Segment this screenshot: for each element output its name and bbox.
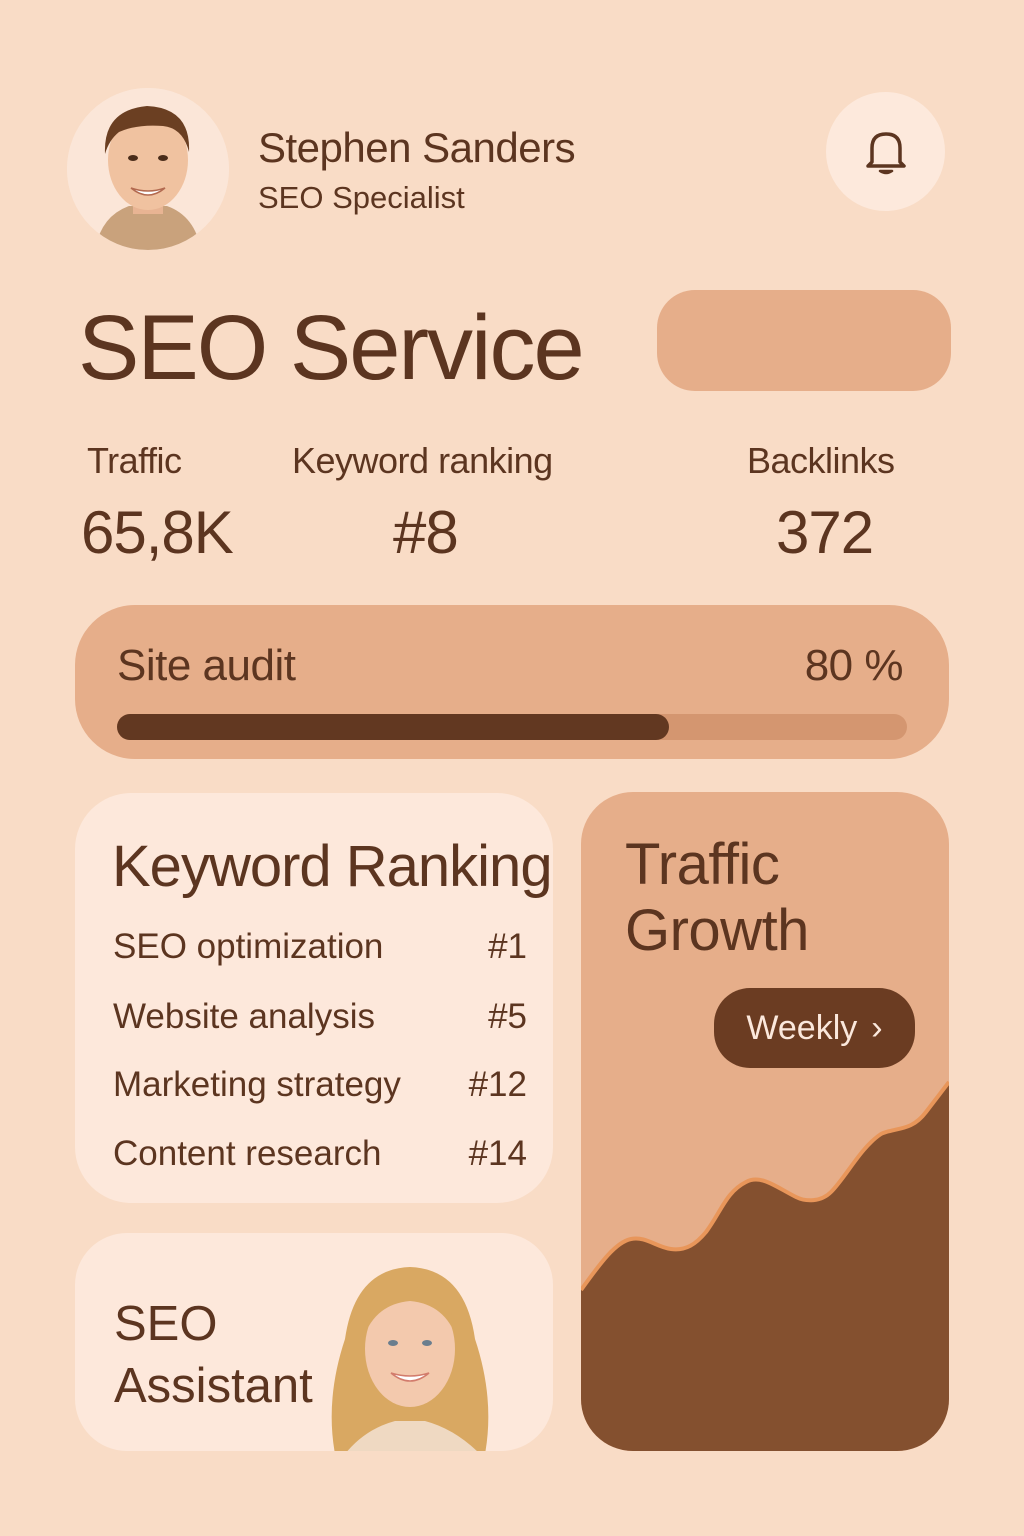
period-label: Weekly — [746, 1008, 858, 1047]
title-pill[interactable] — [657, 290, 951, 391]
site-audit-label: Site audit — [117, 641, 296, 690]
chevron-right-icon: › — [871, 1008, 883, 1047]
traffic-growth-card[interactable]: Traffic Growth Weekly › — [581, 792, 949, 1451]
stat-value-traffic: 65,8K — [81, 499, 234, 566]
page-title: SEO Service — [78, 297, 585, 399]
stat-label-traffic: Traffic — [87, 440, 182, 481]
keyword-rank: #12 — [468, 1065, 527, 1104]
keyword-row[interactable]: SEO optimization #1 — [113, 927, 527, 967]
site-audit-card[interactable]: Site audit 80 % — [75, 605, 949, 759]
notification-button[interactable] — [826, 92, 945, 211]
keyword-name: SEO optimization — [113, 927, 384, 966]
keyword-row[interactable]: Website analysis #5 — [113, 997, 527, 1037]
period-selector-button[interactable]: Weekly › — [714, 988, 915, 1068]
keyword-name: Content research — [113, 1134, 382, 1173]
keyword-name: Marketing strategy — [113, 1065, 401, 1104]
keyword-rank: #1 — [488, 927, 527, 966]
keyword-rank: #5 — [488, 997, 527, 1036]
traffic-growth-title-line2: Growth — [625, 898, 809, 963]
keyword-row[interactable]: Content research #14 — [113, 1134, 527, 1174]
seo-assistant-card[interactable]: SEO Assistant — [75, 1233, 553, 1451]
traffic-area-chart — [581, 1080, 949, 1451]
traffic-growth-title: Traffic Growth — [625, 832, 809, 964]
seo-assistant-title: SEO Assistant — [114, 1293, 313, 1417]
user-name: Stephen Sanders — [258, 124, 576, 171]
keyword-ranking-title: Keyword Ranking — [112, 834, 553, 899]
avatar[interactable] — [67, 88, 229, 250]
stat-value-backlinks: 372 — [776, 499, 874, 566]
user-avatar-icon — [67, 88, 229, 250]
keyword-name: Website analysis — [113, 997, 375, 1036]
site-audit-value: 80 % — [804, 641, 904, 690]
assistant-avatar-icon — [331, 1267, 489, 1451]
stat-value-keyword-ranking: #8 — [393, 499, 459, 566]
site-audit-progress-fill — [117, 714, 670, 740]
seo-assistant-title-line2: Assistant — [114, 1359, 313, 1413]
user-role: SEO Specialist — [258, 180, 465, 215]
keyword-rank: #14 — [468, 1134, 527, 1173]
traffic-growth-title-line1: Traffic — [625, 832, 780, 897]
keyword-ranking-card[interactable]: Keyword Ranking SEO optimization #1 Webs… — [75, 793, 553, 1203]
stat-label-backlinks: Backlinks — [747, 440, 895, 481]
site-audit-progress-bar — [117, 714, 907, 740]
keyword-row[interactable]: Marketing strategy #12 — [113, 1065, 527, 1105]
seo-assistant-title-line1: SEO — [114, 1297, 218, 1351]
bell-icon — [865, 131, 906, 174]
stat-label-keyword-ranking: Keyword ranking — [292, 440, 553, 481]
